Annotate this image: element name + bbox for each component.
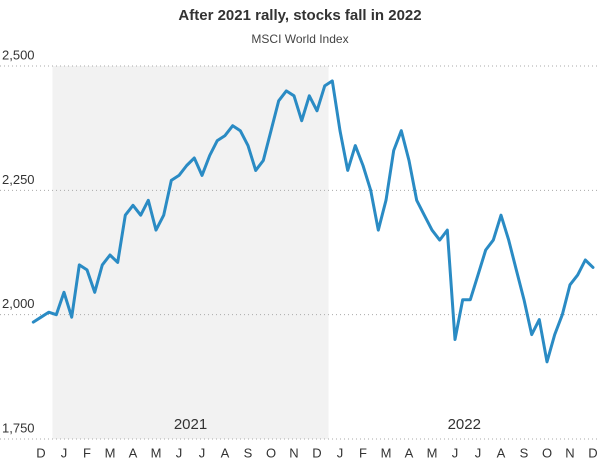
x-tick-label: J <box>176 445 183 460</box>
x-tick-label: F <box>359 445 367 460</box>
x-tick-label: A <box>497 445 506 460</box>
x-tick-label: M <box>105 445 116 460</box>
y-tick-label: 2,250 <box>2 172 35 187</box>
x-tick-label: A <box>221 445 230 460</box>
chart-title: After 2021 rally, stocks fall in 2022 <box>178 7 421 24</box>
x-tick-label: F <box>83 445 91 460</box>
x-tick-label: O <box>266 445 276 460</box>
y-tick-label: 2,500 <box>2 47 35 62</box>
year-shading <box>52 66 329 439</box>
year-label: 2022 <box>448 416 481 433</box>
x-tick-label: J <box>61 445 68 460</box>
x-tick-label: J <box>199 445 206 460</box>
index-line <box>31 79 595 364</box>
x-tick-label: A <box>405 445 414 460</box>
x-tick-label: A <box>129 445 138 460</box>
x-tick-label: D <box>588 445 597 460</box>
x-tick-label: J <box>452 445 459 460</box>
x-tick-label: N <box>565 445 574 460</box>
chart-subtitle: MSCI World Index <box>251 32 348 46</box>
y-tick-label: 2,000 <box>2 296 35 311</box>
x-tick-label: D <box>312 445 321 460</box>
x-tick-label: J <box>475 445 482 460</box>
y-tick-label: 1,750 <box>2 420 35 435</box>
year-label: 2021 <box>174 416 207 433</box>
x-tick-label: N <box>289 445 298 460</box>
x-tick-label: M <box>427 445 438 460</box>
x-tick-label: M <box>381 445 392 460</box>
x-tick-label: D <box>36 445 45 460</box>
x-tick-label: S <box>520 445 529 460</box>
x-tick-label: S <box>244 445 253 460</box>
x-tick-label: J <box>337 445 344 460</box>
x-tick-label: O <box>542 445 552 460</box>
x-tick-label: M <box>151 445 162 460</box>
